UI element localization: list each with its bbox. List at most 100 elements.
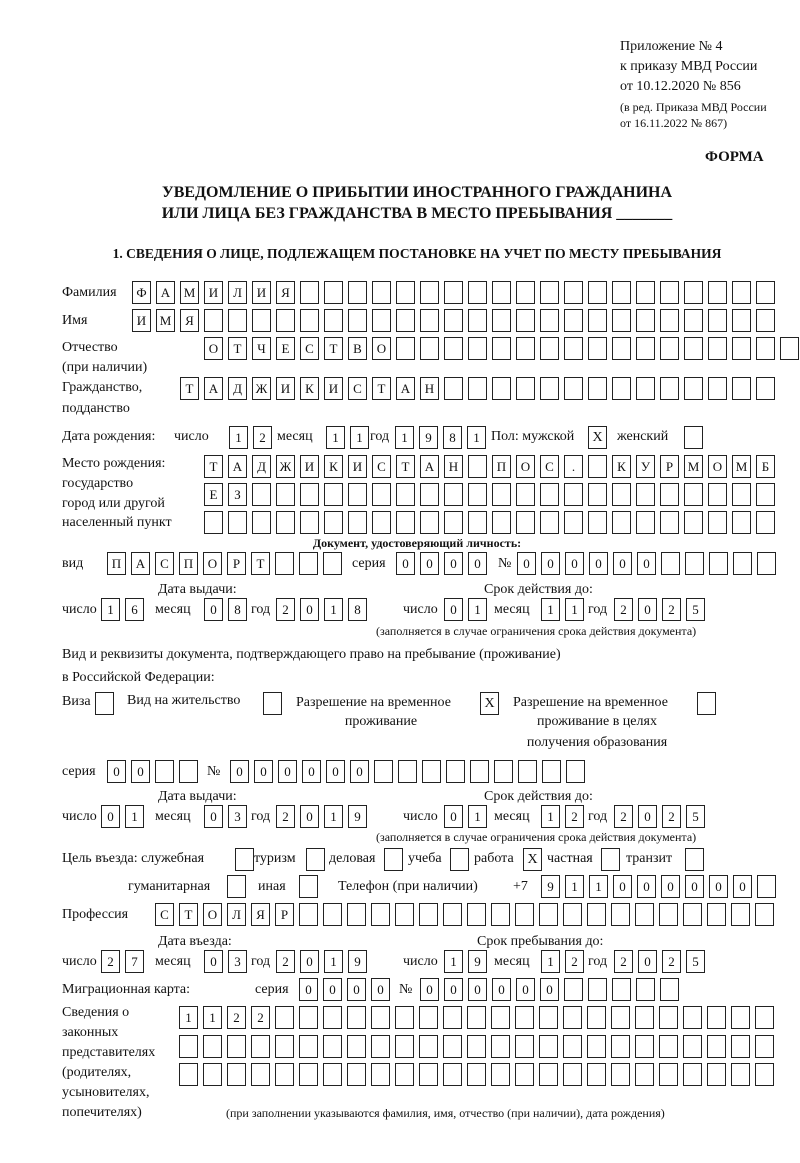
char-box[interactable] xyxy=(755,1006,774,1029)
char-box[interactable]: 2 xyxy=(276,598,295,621)
char-box[interactable] xyxy=(731,1006,750,1029)
char-box[interactable] xyxy=(491,903,510,926)
char-box[interactable]: Т xyxy=(324,337,343,360)
char-box[interactable]: 0 xyxy=(230,760,249,783)
char-box[interactable]: 1 xyxy=(125,805,144,828)
char-box[interactable]: А xyxy=(420,455,439,478)
char-box[interactable]: З xyxy=(228,483,247,506)
char-box[interactable] xyxy=(492,337,511,360)
char-box[interactable]: С xyxy=(155,903,174,926)
char-box[interactable] xyxy=(708,377,727,400)
char-box[interactable]: 1 xyxy=(467,426,486,449)
char-box[interactable]: 2 xyxy=(276,950,295,973)
char-box[interactable]: 1 xyxy=(229,426,248,449)
char-box[interactable]: 1 xyxy=(179,1006,198,1029)
char-box[interactable]: 0 xyxy=(101,805,120,828)
char-box[interactable] xyxy=(540,337,559,360)
char-box[interactable]: Т xyxy=(204,455,223,478)
char-box[interactable] xyxy=(707,1006,726,1029)
char-box[interactable] xyxy=(755,1035,774,1058)
char-box[interactable] xyxy=(516,281,535,304)
char-box[interactable] xyxy=(323,903,342,926)
char-box[interactable] xyxy=(612,337,631,360)
char-box[interactable]: С xyxy=(300,337,319,360)
char-box[interactable] xyxy=(276,511,295,534)
char-box[interactable]: Ж xyxy=(276,455,295,478)
char-box[interactable] xyxy=(323,1063,342,1086)
char-box[interactable] xyxy=(659,1063,678,1086)
purpose-other-checkbox[interactable] xyxy=(299,875,318,898)
char-box[interactable] xyxy=(635,1035,654,1058)
char-box[interactable]: С xyxy=(372,455,391,478)
char-box[interactable] xyxy=(444,309,463,332)
char-box[interactable]: 1 xyxy=(468,598,487,621)
char-box[interactable] xyxy=(468,377,487,400)
char-box[interactable]: 0 xyxy=(638,950,657,973)
char-box[interactable]: 0 xyxy=(444,805,463,828)
char-box[interactable]: 0 xyxy=(468,978,487,1001)
char-box[interactable] xyxy=(564,281,583,304)
char-box[interactable] xyxy=(420,483,439,506)
char-box[interactable] xyxy=(539,903,558,926)
char-box[interactable] xyxy=(515,1035,534,1058)
char-box[interactable]: И xyxy=(204,281,223,304)
char-box[interactable] xyxy=(348,281,367,304)
char-box[interactable] xyxy=(324,511,343,534)
sex-female-checkbox[interactable] xyxy=(684,426,703,449)
char-box[interactable] xyxy=(563,1006,582,1029)
char-box[interactable]: 2 xyxy=(565,950,584,973)
char-box[interactable] xyxy=(468,281,487,304)
char-box[interactable] xyxy=(467,1035,486,1058)
char-box[interactable]: 0 xyxy=(661,875,680,898)
char-box[interactable] xyxy=(587,1035,606,1058)
char-box[interactable]: Ф xyxy=(132,281,151,304)
char-box[interactable] xyxy=(419,903,438,926)
char-box[interactable]: 6 xyxy=(125,598,144,621)
char-box[interactable] xyxy=(588,455,607,478)
char-box[interactable] xyxy=(516,377,535,400)
purpose-study-checkbox[interactable] xyxy=(450,848,469,871)
char-box[interactable] xyxy=(227,1035,246,1058)
char-box[interactable] xyxy=(588,377,607,400)
char-box[interactable]: 3 xyxy=(228,950,247,973)
char-box[interactable]: 5 xyxy=(686,805,705,828)
char-box[interactable]: 0 xyxy=(517,552,536,575)
char-box[interactable] xyxy=(444,337,463,360)
char-box[interactable] xyxy=(540,309,559,332)
residence-permit-checkbox[interactable] xyxy=(263,692,282,715)
char-box[interactable] xyxy=(612,281,631,304)
char-box[interactable] xyxy=(492,511,511,534)
char-box[interactable]: 1 xyxy=(589,875,608,898)
char-box[interactable]: 8 xyxy=(443,426,462,449)
char-box[interactable] xyxy=(491,1006,510,1029)
char-box[interactable] xyxy=(419,1006,438,1029)
char-box[interactable]: А xyxy=(228,455,247,478)
char-box[interactable] xyxy=(396,281,415,304)
char-box[interactable]: П xyxy=(492,455,511,478)
char-box[interactable] xyxy=(709,552,728,575)
char-box[interactable] xyxy=(395,1035,414,1058)
char-box[interactable]: 1 xyxy=(324,950,343,973)
char-box[interactable] xyxy=(374,760,393,783)
char-box[interactable] xyxy=(299,552,318,575)
char-box[interactable]: 0 xyxy=(613,875,632,898)
char-box[interactable]: П xyxy=(179,552,198,575)
char-box[interactable] xyxy=(323,1006,342,1029)
char-box[interactable]: 2 xyxy=(565,805,584,828)
char-box[interactable]: 0 xyxy=(589,552,608,575)
char-box[interactable] xyxy=(491,1063,510,1086)
char-box[interactable] xyxy=(252,511,271,534)
char-box[interactable] xyxy=(660,377,679,400)
char-box[interactable] xyxy=(660,511,679,534)
purpose-business-checkbox[interactable] xyxy=(384,848,403,871)
char-box[interactable] xyxy=(300,309,319,332)
char-box[interactable]: 1 xyxy=(565,875,584,898)
char-box[interactable] xyxy=(396,337,415,360)
char-box[interactable]: И xyxy=(324,377,343,400)
purpose-official-checkbox[interactable] xyxy=(235,848,254,871)
char-box[interactable]: М xyxy=(732,455,751,478)
purpose-tourism-checkbox[interactable] xyxy=(306,848,325,871)
char-box[interactable] xyxy=(588,483,607,506)
char-box[interactable] xyxy=(323,552,342,575)
char-box[interactable] xyxy=(756,309,775,332)
